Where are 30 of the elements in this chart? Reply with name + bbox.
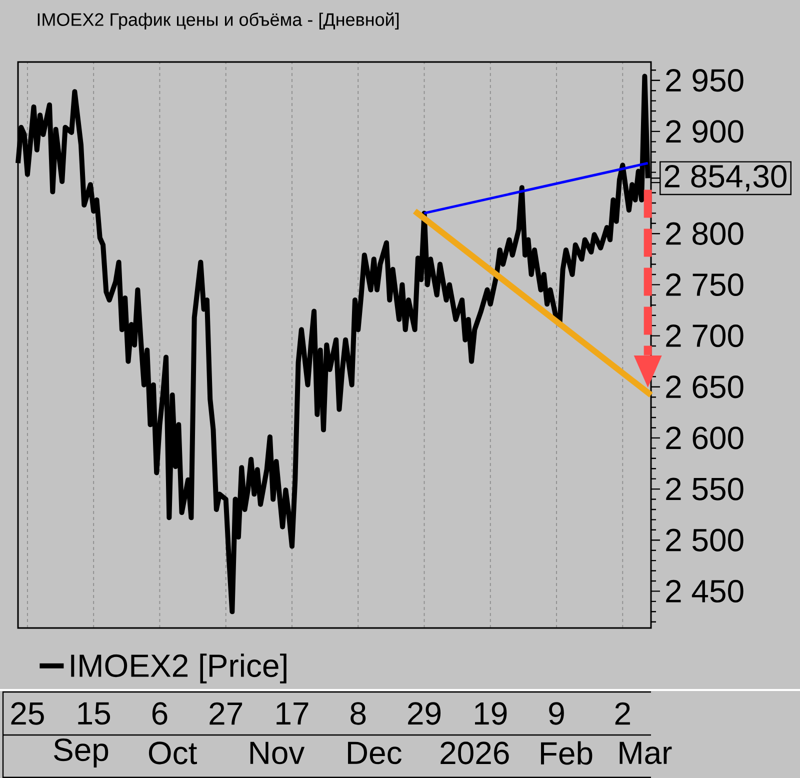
y-tick-label: 2 550 [666, 478, 744, 500]
y-tick-label: 2 450 [666, 580, 744, 603]
x-tick-label: 9 [549, 702, 564, 725]
x2-tick-label: 2026 [440, 742, 509, 764]
y-tick-label: 2 750 [666, 273, 744, 296]
y-tick-label: 2 900 [666, 120, 744, 143]
y-tick-label: 2 800 [666, 222, 744, 245]
x2-tick-label: Feb [541, 741, 592, 765]
y-tick-label: 2 500 [666, 528, 744, 552]
x2-tick-label: Oct [148, 742, 197, 764]
x-tick-label: 29 [408, 702, 441, 725]
x2-tick-label: Sep [54, 738, 108, 768]
x2-tick-label: Nov [250, 742, 305, 764]
legend-label: IMOEX2 [Price] [71, 654, 286, 684]
y-tick-label: 2 854,30 [664, 164, 786, 192]
x-tick-label: 19 [475, 702, 507, 725]
y-tick-label: 2 700 [666, 324, 744, 348]
x-tick-label: 8 [350, 702, 366, 725]
y-tick-label: 2 600 [666, 426, 744, 450]
y-tick-label: 2 950 [666, 69, 744, 92]
x-tick-label: 25 [11, 702, 44, 725]
x2-tick-label: Dec [348, 742, 402, 764]
chart-title: IMOEX2 График цены и объёма - [Дневной] [38, 12, 399, 30]
x-tick-label: 6 [152, 702, 168, 725]
x2-tick-label: Mar [620, 742, 672, 764]
x-tick-label: 27 [210, 702, 242, 725]
y-tick-label: 2 650 [666, 376, 744, 398]
x-tick-label: 2 [615, 702, 630, 725]
x-tick-label: 15 [78, 702, 110, 725]
x-tick-label: 17 [276, 702, 308, 724]
